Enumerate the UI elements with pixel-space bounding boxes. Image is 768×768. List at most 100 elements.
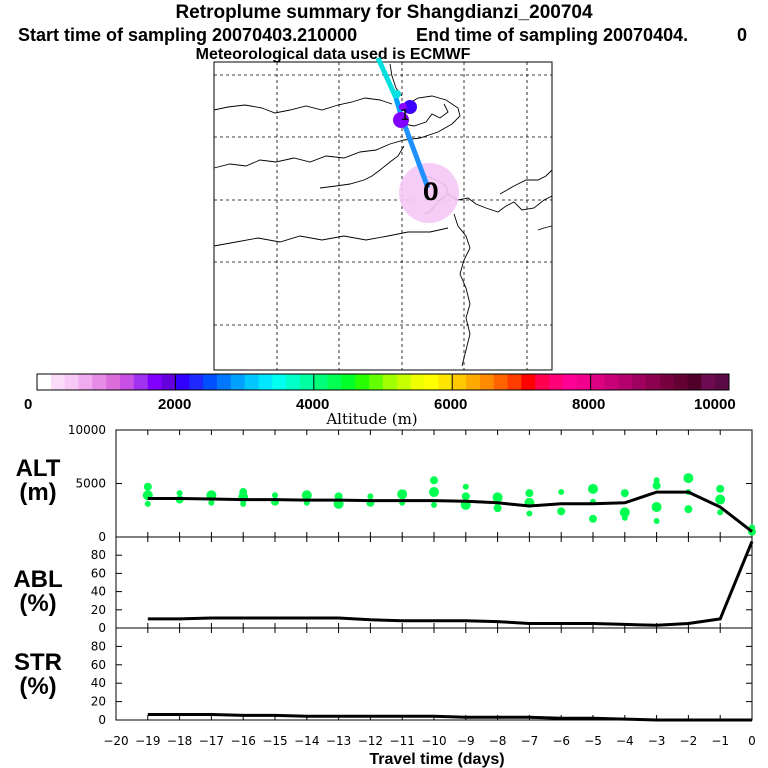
scatter-point: [684, 505, 693, 514]
x-tick-label: −20: [103, 734, 128, 748]
colorbar-cell: [715, 374, 730, 390]
colorbar-tick-label: 10000: [694, 396, 736, 413]
colorbar-cell: [120, 374, 135, 390]
colorbar-cell: [604, 374, 619, 390]
trajectory-track: [399, 117, 431, 189]
colorbar-title: Altitude (m): [325, 410, 417, 428]
colorbar-cell: [216, 374, 232, 390]
scatter-point: [683, 473, 694, 484]
colorbar-tick-label: 8000: [572, 396, 605, 413]
colorbar-cell: [106, 374, 121, 390]
end-time-value: 0: [737, 25, 748, 45]
colorbar-cell: [327, 374, 342, 390]
scatter-point: [558, 489, 565, 496]
x-tick-label: −12: [358, 734, 383, 748]
y-tick-label: 80: [91, 548, 106, 562]
scatter-point: [715, 494, 726, 505]
trajectory-label: 1: [400, 106, 410, 124]
colorbar-tick-label: 4000: [296, 396, 329, 413]
y-tick-label: 0: [98, 713, 106, 727]
colorbar-cell: [92, 374, 107, 390]
scatter-point: [429, 487, 439, 498]
met-data-label: Meteorological data used is ECMWF: [195, 46, 471, 63]
x-tick-label: −3: [648, 734, 666, 748]
scatter-point: [461, 492, 470, 501]
scatter-point: [493, 504, 502, 513]
y-tick-label: 5000: [75, 477, 106, 491]
colorbar-cell: [562, 374, 578, 390]
scatter-point: [240, 500, 247, 507]
trajectory-cluster-3: [393, 90, 401, 98]
colorbar-cell: [659, 374, 675, 390]
scatter-point: [589, 514, 597, 523]
map-panel: 1 0 0: [213, 56, 553, 371]
y-tick-label: 60: [91, 658, 106, 672]
x-tick-label: −17: [199, 734, 224, 748]
y-tick-label: 0: [98, 621, 106, 635]
scatter-point: [620, 489, 629, 498]
colorbar-cell: [78, 374, 93, 390]
colorbar-cell: [355, 374, 370, 390]
plume-cloud: [399, 163, 459, 223]
scatter-point: [176, 490, 183, 497]
colorbar-cell: [272, 374, 287, 390]
x-tick-label: −15: [262, 734, 287, 748]
x-tick-label: −9: [457, 734, 475, 748]
colorbar-cell: [383, 374, 398, 390]
series-line-str: [147, 713, 752, 722]
scatter-point: [397, 489, 408, 500]
colorbar-cell: [161, 374, 176, 390]
scatter-point: [462, 483, 469, 490]
scatter-point: [652, 481, 661, 490]
alt-panel-unit: (m): [19, 479, 56, 506]
panel-alt: 0 5000 10000: [68, 423, 756, 544]
alt-panel-label: ALT: [16, 455, 61, 482]
series-line-abl: [147, 540, 754, 627]
abl-plot-frame: [115, 536, 753, 629]
colorbar-cell: [203, 374, 218, 390]
scatter-point: [367, 493, 374, 500]
trajectory-cluster-4: [399, 103, 407, 111]
y-tick-label: 20: [91, 695, 106, 709]
scatter-point: [717, 509, 724, 516]
colorbar: 0 2000 4000 6000 8000 10000 Altitude (m): [24, 373, 736, 428]
colorbar-cell: [438, 374, 453, 390]
scatter-point: [208, 499, 215, 506]
colorbar-cell: [147, 374, 163, 390]
colorbar-cell: [313, 374, 329, 390]
abl-panel-unit: (%): [19, 590, 56, 617]
colorbar-cell: [535, 374, 550, 390]
y-tick-label: 80: [91, 639, 106, 653]
colorbar-cell: [673, 374, 688, 390]
colorbar-cell: [701, 374, 716, 390]
scatter-point: [653, 517, 660, 524]
y-tick-label: 10000: [68, 423, 106, 437]
scatter-point: [588, 483, 598, 494]
colorbar-cell: [369, 374, 384, 390]
scatter-point: [651, 502, 662, 513]
scatter-point: [272, 492, 278, 499]
colorbar-cell: [286, 374, 301, 390]
colorbar-cell: [64, 374, 80, 390]
colorbar-cell: [341, 374, 356, 390]
x-tick-label: 0: [748, 734, 756, 748]
str-panel-label: STR: [14, 649, 62, 676]
start-time-label: Start time of sampling 20070403.210000: [18, 25, 358, 45]
x-tick-label: −14: [294, 734, 319, 748]
trajectory-cluster-1: [403, 100, 417, 114]
colorbar-cell: [410, 374, 426, 390]
x-axis-label: Travel time (days): [369, 751, 504, 768]
series-line-alt: [147, 490, 753, 533]
colorbar-tick-label: 0: [24, 396, 32, 413]
x-tick-label: −6: [552, 734, 570, 748]
colorbar-cell: [590, 374, 605, 390]
colorbar-cell: [452, 374, 467, 390]
scatter-point: [716, 484, 725, 493]
x-tick-label: −13: [326, 734, 351, 748]
scatter-point: [334, 492, 343, 501]
scatter-point: [557, 507, 566, 516]
colorbar-cell: [175, 374, 190, 390]
colorbar-cell: [507, 374, 522, 390]
